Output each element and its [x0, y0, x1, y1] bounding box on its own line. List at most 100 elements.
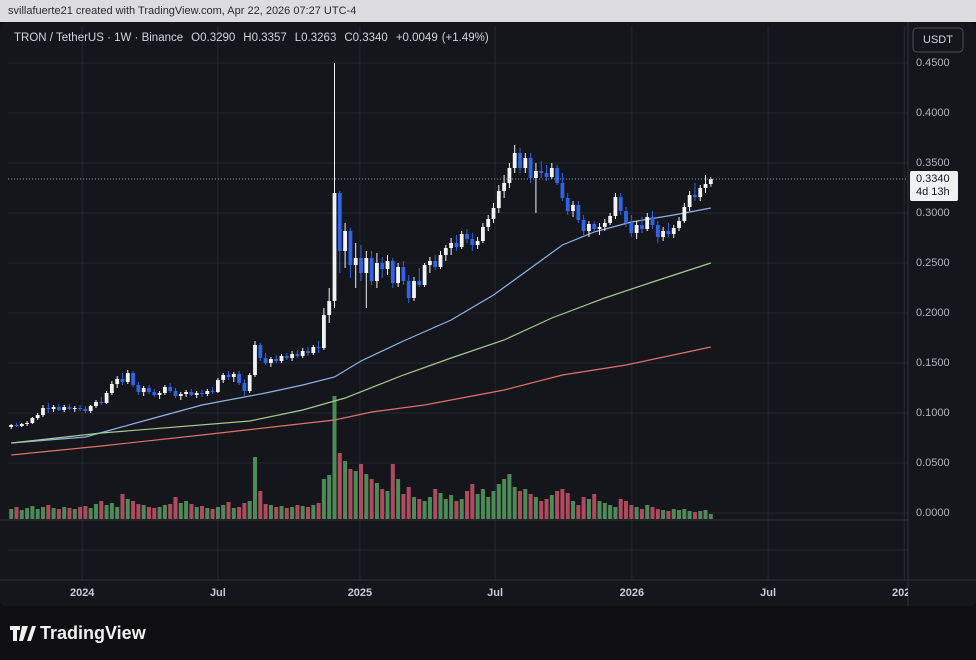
candle-body — [104, 393, 109, 403]
volume-bar — [380, 489, 385, 519]
y-tick-label: 0.2000 — [916, 307, 950, 319]
x-tick-label: 2027 — [892, 587, 916, 599]
volume-bar — [210, 509, 215, 519]
volume-bar — [518, 491, 523, 519]
candle-body — [72, 408, 77, 409]
candle-body — [306, 351, 310, 353]
volume-bar — [316, 503, 321, 519]
y-tick-label: 0.1500 — [916, 357, 950, 369]
time-axis: 2024 Jul 2025 Jul 2026 Jul 2027 — [70, 587, 916, 599]
volume-bar — [655, 509, 660, 519]
candle-body — [194, 393, 199, 395]
candle-body — [539, 171, 544, 173]
candle-body — [99, 402, 104, 403]
candle-body — [284, 356, 289, 358]
logo-mark — [10, 626, 36, 641]
volume-bar — [199, 506, 204, 519]
currency-button[interactable] — [912, 27, 964, 53]
volume-bar — [560, 489, 565, 519]
candle-body — [353, 258, 358, 265]
candle-body — [279, 356, 284, 361]
candle-body — [650, 217, 655, 225]
volume-bar — [157, 507, 162, 519]
candle-body — [640, 225, 644, 229]
x-tick-label: Jul — [760, 587, 776, 599]
volume-bar — [141, 505, 146, 519]
volume-bar — [528, 494, 533, 519]
volume-bar — [247, 501, 252, 519]
volume-bar — [406, 487, 411, 519]
candle-body — [693, 195, 697, 197]
volume-bar — [671, 509, 676, 519]
volume-bar — [433, 489, 438, 519]
volume-bar — [666, 511, 671, 519]
volume-bar — [459, 499, 464, 519]
candle-body — [602, 223, 607, 227]
volume-bar — [284, 508, 289, 519]
high: H0.3357 — [243, 32, 286, 44]
candle-body — [549, 168, 554, 177]
candle-body — [671, 228, 676, 234]
volume-bar — [549, 495, 554, 519]
volume-bar — [682, 509, 687, 519]
candle-body — [618, 197, 623, 211]
volume-bar — [475, 494, 480, 519]
candle-body — [88, 406, 93, 411]
volume-bar — [401, 494, 406, 519]
candle-body — [581, 220, 586, 231]
volume-bar — [555, 491, 560, 519]
candle-body — [465, 234, 469, 239]
volume-bar — [703, 510, 708, 519]
candle-body — [655, 225, 660, 237]
volume-bar — [592, 494, 597, 519]
candle-body — [316, 347, 321, 348]
candle-body — [565, 198, 570, 211]
volume-bar — [279, 506, 284, 519]
volume-bar — [634, 507, 639, 519]
candle-body — [41, 408, 45, 415]
candle-body — [661, 231, 666, 237]
moving-average — [11, 262, 712, 444]
volume-bar — [586, 499, 591, 519]
candle-body — [136, 385, 141, 392]
volume-bar — [221, 505, 226, 519]
x-tick-label: 2026 — [620, 587, 644, 599]
candle-body — [518, 153, 522, 168]
candle-body — [35, 415, 40, 418]
candle-body — [698, 188, 703, 197]
volume-bar — [104, 505, 109, 519]
volume-bar — [486, 497, 491, 519]
y-tick-label: 0.4000 — [916, 107, 950, 119]
candle-body — [449, 243, 454, 248]
candle-body — [226, 375, 231, 377]
candle-body — [703, 184, 708, 188]
candle-body — [597, 227, 602, 229]
volume-bar — [602, 503, 607, 519]
candle-body — [417, 281, 422, 285]
candle-body — [152, 392, 157, 395]
moving-average — [11, 346, 711, 456]
volume-bar — [438, 493, 443, 519]
candle-body — [253, 345, 257, 375]
volume-bar — [173, 497, 178, 519]
candle-body — [168, 387, 173, 391]
candle-body — [83, 409, 88, 411]
candle-body — [25, 423, 29, 424]
y-tick-label: 0.4500 — [916, 57, 950, 69]
volume-bar — [51, 508, 56, 519]
countdown: 4d 13h — [916, 186, 950, 198]
volume-bar — [624, 501, 629, 519]
volume-bar — [359, 464, 364, 519]
currency[interactable]: USDT — [923, 34, 953, 46]
brand: TradingView — [40, 623, 147, 643]
candle-body — [147, 388, 151, 392]
candle-body — [571, 205, 575, 211]
volume-bar — [677, 510, 682, 519]
volume-bar — [115, 507, 120, 519]
candle-body — [481, 227, 485, 241]
candle-body — [215, 380, 220, 392]
volume-bar — [337, 453, 342, 519]
volume-bar — [120, 494, 125, 519]
candle-body — [46, 408, 51, 409]
close: C0.3340 — [344, 32, 387, 44]
